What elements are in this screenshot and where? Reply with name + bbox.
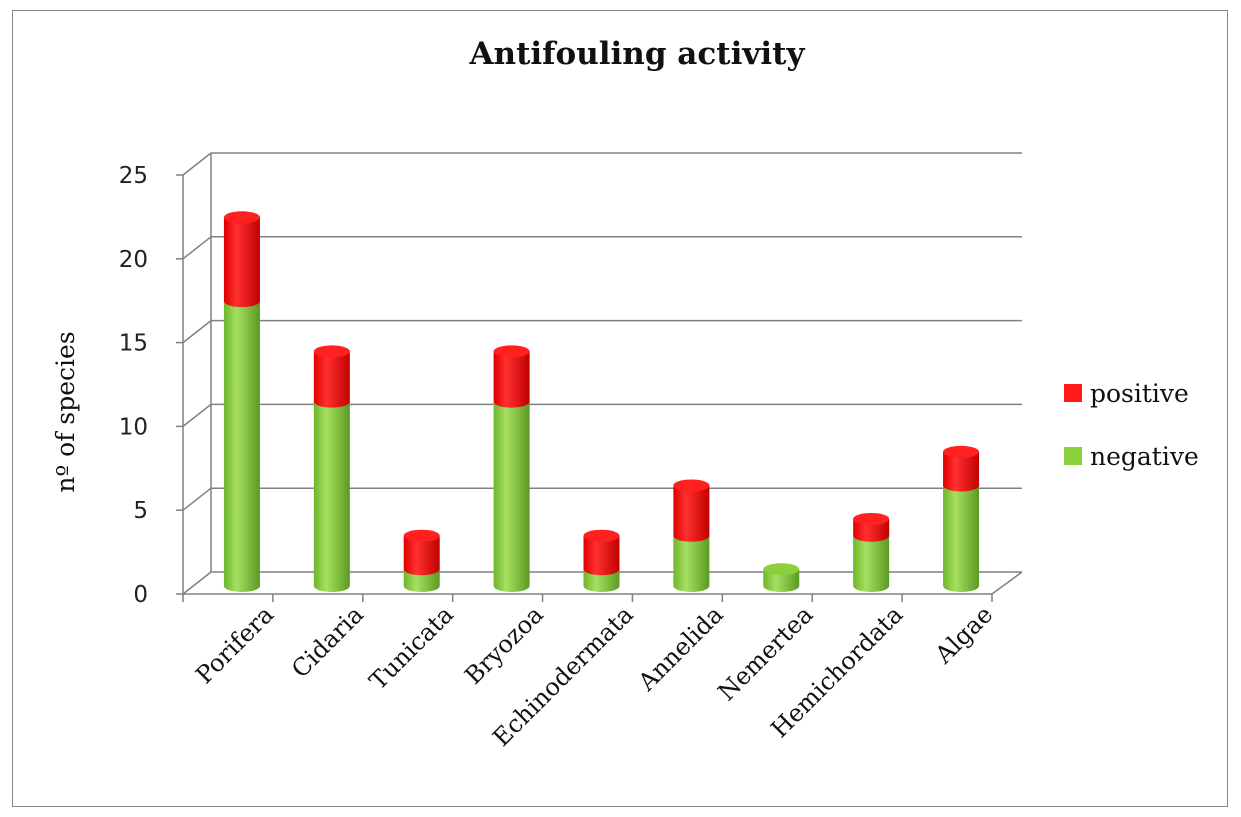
- bar-top: [403, 529, 440, 542]
- bar-positive-bryozoa: [493, 345, 530, 408]
- bar-body: [223, 301, 260, 592]
- bar-body: [403, 569, 440, 592]
- y-tick-label: 10: [119, 414, 148, 440]
- y-tick-label: 15: [119, 331, 148, 357]
- bar-body: [493, 351, 530, 408]
- bar-body: [853, 518, 890, 542]
- bar-negative-algae: [943, 479, 980, 592]
- bar-body: [403, 535, 440, 576]
- bar-body: [313, 401, 350, 592]
- y-tick-label: 25: [119, 163, 148, 189]
- bar-top: [943, 445, 980, 458]
- x-tick-label: Cidaria: [286, 600, 369, 683]
- bar-top: [763, 563, 800, 576]
- side-grid-line: [182, 403, 212, 427]
- legend: positive negative: [1064, 379, 1199, 471]
- legend-label-positive: positive: [1090, 379, 1189, 408]
- side-grid-line: [182, 487, 212, 511]
- x-tick-label: Porifera: [190, 600, 279, 689]
- bar-positive-hemichordata: [853, 512, 890, 542]
- bar-top: [673, 479, 710, 492]
- bar-top: [313, 345, 350, 358]
- bars-layer: [223, 211, 980, 592]
- bar-body: [943, 485, 980, 592]
- y-axis-title: nº of species: [51, 331, 80, 492]
- bar-positive-porifera: [223, 211, 260, 308]
- y-tick-label: 20: [119, 247, 148, 273]
- bar-body: [583, 535, 620, 576]
- bar-top: [853, 512, 890, 525]
- bar-body: [583, 569, 620, 592]
- side-grid-line: [182, 236, 212, 260]
- y-tick-label: 0: [133, 582, 148, 608]
- chart-frame: [12, 10, 1228, 807]
- bar-negative-cidaria: [313, 395, 350, 592]
- bar-positive-tunicata: [403, 529, 440, 576]
- bar-negative-nemertea: [763, 563, 800, 592]
- bar-body: [673, 535, 710, 592]
- bar-positive-cidaria: [313, 345, 350, 408]
- grid-layer: [182, 152, 1022, 595]
- side-grid-line: [182, 320, 212, 344]
- bar-top: [583, 529, 620, 542]
- x-tick-label: Annelida: [632, 600, 729, 697]
- legend-swatch-negative: [1064, 447, 1082, 465]
- bar-body: [943, 451, 980, 492]
- bar-negative-bryozoa: [493, 395, 530, 592]
- x-tick-label: Algae: [929, 600, 998, 669]
- floor-edge: [991, 571, 1023, 595]
- legend-label-negative: negative: [1090, 442, 1199, 471]
- axis-layer: [176, 153, 1023, 602]
- bar-body: [493, 401, 530, 592]
- bar-positive-annelida: [673, 479, 710, 542]
- bar-top: [223, 211, 260, 224]
- y-tick-label: 5: [133, 498, 148, 524]
- bar-top: [493, 345, 530, 358]
- x-tick-label: Bryozoa: [459, 600, 548, 689]
- bar-body: [763, 569, 800, 592]
- bar-positive-echinodermata: [583, 529, 620, 576]
- bar-body: [673, 485, 710, 542]
- bar-positive-algae: [943, 445, 980, 492]
- side-grid-line: [182, 152, 212, 176]
- bar-body: [853, 535, 890, 592]
- chart-title: Antifouling activity: [469, 36, 806, 72]
- side-grid-line: [182, 571, 212, 595]
- legend-swatch-positive: [1064, 384, 1082, 402]
- bar-body: [313, 351, 350, 408]
- bar-negative-porifera: [223, 295, 260, 592]
- x-tick-label: Tunicata: [364, 600, 459, 695]
- bar-body: [223, 217, 260, 308]
